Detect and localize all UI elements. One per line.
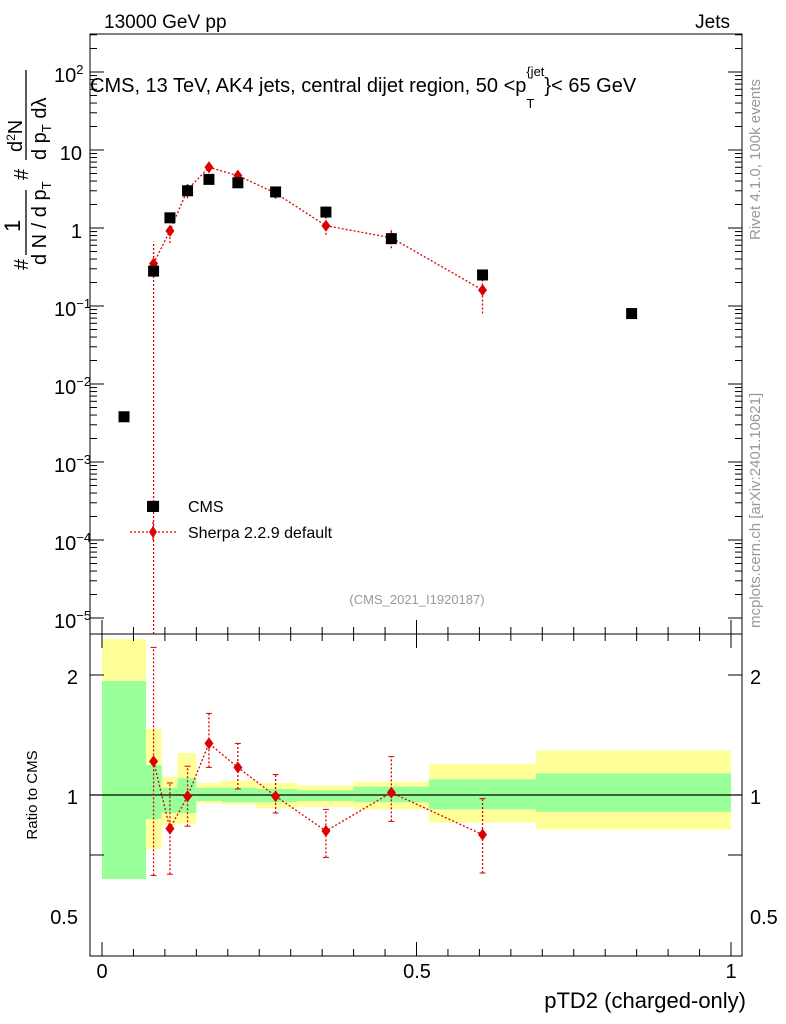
xtick-0: 0 (96, 961, 107, 983)
ratio-point-6 (321, 825, 331, 837)
xtick-0.5: 0.5 (403, 961, 431, 983)
ratio-ytick-1-right: 1 (750, 787, 761, 809)
ylabel-dN-dpT: d N / d pT (29, 181, 54, 265)
cms-point-1 (148, 265, 160, 277)
legend-sherpa-label: Sherpa 2.2.9 default (188, 525, 333, 542)
cms-point-10 (626, 308, 638, 320)
cms-point-7 (320, 206, 332, 218)
main-cms-series (118, 173, 638, 512)
ytick-10: 10 (60, 143, 82, 165)
main-frame (89, 33, 743, 635)
ratio-point-0 (149, 755, 159, 768)
ratio-ytick-1-left: 1 (67, 787, 78, 809)
mcplots-label: mcplots.cern.ch [arXiv:2401.10621] (747, 393, 764, 628)
ylabel-dpT-dlambda: d pT dλ (29, 98, 54, 160)
sherpa-point-8 (478, 284, 488, 297)
main-y-ticklabels: 10−5 10−4 10−3 10−2 10−1 1 10 102 (54, 62, 91, 633)
band-inner-10 (536, 773, 731, 812)
ytick-1e-1: 10−1 (54, 296, 91, 321)
ratio-point-4 (233, 761, 243, 774)
main-y-axis-label: # 1 d N / d pT # d2N d pT dλ (0, 70, 54, 270)
sherpa-point-6 (321, 219, 331, 232)
ratio-y-ticklabels: 2 1 0.5 2 1 0.5 (50, 667, 778, 929)
ylabel-one: 1 (0, 220, 25, 232)
plot-title: CMS, 13 TeV, AK4 jets, central dijet reg… (90, 64, 637, 111)
sherpa-point-1 (165, 224, 175, 237)
ytick-1e-3: 10−3 (54, 452, 91, 477)
sherpa-line (152, 166, 483, 291)
ratio-y-axis-label: Ratio to CMS (24, 750, 41, 839)
cms-point-5 (232, 177, 244, 189)
ratio-point-2 (183, 790, 193, 803)
band-inner-0 (102, 681, 147, 879)
legend: CMS Sherpa 2.2.9 default (130, 499, 333, 542)
rivet-label: Rivet 4.1.0, 100k events (747, 79, 764, 240)
ratio-bands (102, 639, 731, 879)
ratio-point-8 (478, 828, 488, 841)
ytick-1e-2: 10−2 (54, 374, 91, 399)
ratio-point-5 (271, 790, 281, 803)
cms-point-8 (385, 233, 397, 245)
ratio-sherpa-series (149, 646, 488, 876)
cms-point-9 (477, 269, 489, 281)
ytick-100: 102 (54, 62, 83, 87)
cms-point-4 (203, 173, 215, 185)
ratio-ytick-2-right: 2 (750, 667, 761, 689)
ytick-1e-4: 10−4 (54, 530, 91, 555)
header-left: 13000 GeV pp (104, 12, 227, 33)
ytick-1e-5: 10−5 (54, 608, 91, 633)
x-ticklabels: 0 0.5 1 (96, 961, 736, 983)
ylabel-hash-1: # (11, 258, 33, 270)
ylabel-d2N: d2N (4, 120, 27, 152)
ylabel-hash-2: # (11, 168, 33, 180)
ratio-point-1 (165, 822, 175, 835)
ratio-ytick-05-left: 0.5 (50, 907, 78, 929)
header-right: Jets (695, 12, 730, 33)
cms-point-0 (118, 411, 130, 423)
ratio-point-7 (386, 786, 396, 799)
main-sherpa-series (149, 161, 488, 634)
analysis-id: (CMS_2021_I1920187) (349, 592, 484, 607)
xtick-1: 1 (725, 961, 736, 983)
legend-cms-label: CMS (188, 499, 224, 516)
cms-point-11 (148, 500, 160, 512)
cms-point-6 (270, 186, 282, 198)
ratio-ytick-05-right: 0.5 (750, 907, 778, 929)
ratio-point-3 (204, 737, 214, 750)
x-axis-label: pTD2 (charged-only) (544, 988, 746, 1013)
sherpa-point-3 (204, 161, 214, 174)
cms-point-2 (164, 212, 176, 224)
ratio-ytick-2-left: 2 (67, 667, 78, 689)
ytick-1: 1 (71, 221, 82, 243)
cms-point-3 (182, 185, 194, 197)
